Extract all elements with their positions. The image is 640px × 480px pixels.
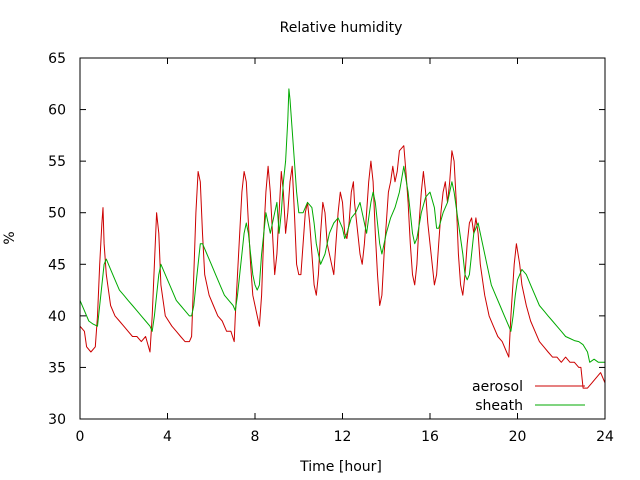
axis-ticks: 0 4 8 12 16 20 24 30 35 40 45 50 55 60 65 <box>48 51 614 445</box>
y-axis-label: % <box>2 231 18 244</box>
series-line-aerosol <box>79 145 606 389</box>
x-tick-label: 12 <box>334 429 352 445</box>
chart-title: Relative humidity <box>280 20 403 36</box>
plot-frame <box>79 57 606 420</box>
legend-label-aerosol: aerosol <box>472 379 523 395</box>
legend-label-sheath: sheath <box>475 398 523 414</box>
x-tick-label: 4 <box>163 429 172 445</box>
x-tick-label: 20 <box>509 429 527 445</box>
y-tick-label: 50 <box>48 206 66 222</box>
y-tick-label: 30 <box>48 412 66 428</box>
y-tick-label: 65 <box>48 51 66 67</box>
y-tick-label: 45 <box>48 257 66 273</box>
y-tick-label: 60 <box>48 103 66 119</box>
x-axis-label: Time [hour] <box>299 459 382 475</box>
y-tick-label: 40 <box>48 309 66 325</box>
series-lines <box>79 88 606 389</box>
legend: aerosol sheath <box>472 379 585 414</box>
x-tick-label: 24 <box>596 429 614 445</box>
y-tick-label: 55 <box>48 154 66 170</box>
series-line-sheath <box>79 88 605 363</box>
x-tick-label: 16 <box>421 429 439 445</box>
y-tick-label: 35 <box>48 360 66 376</box>
x-tick-label: 0 <box>76 429 85 445</box>
x-tick-label: 8 <box>251 429 260 445</box>
